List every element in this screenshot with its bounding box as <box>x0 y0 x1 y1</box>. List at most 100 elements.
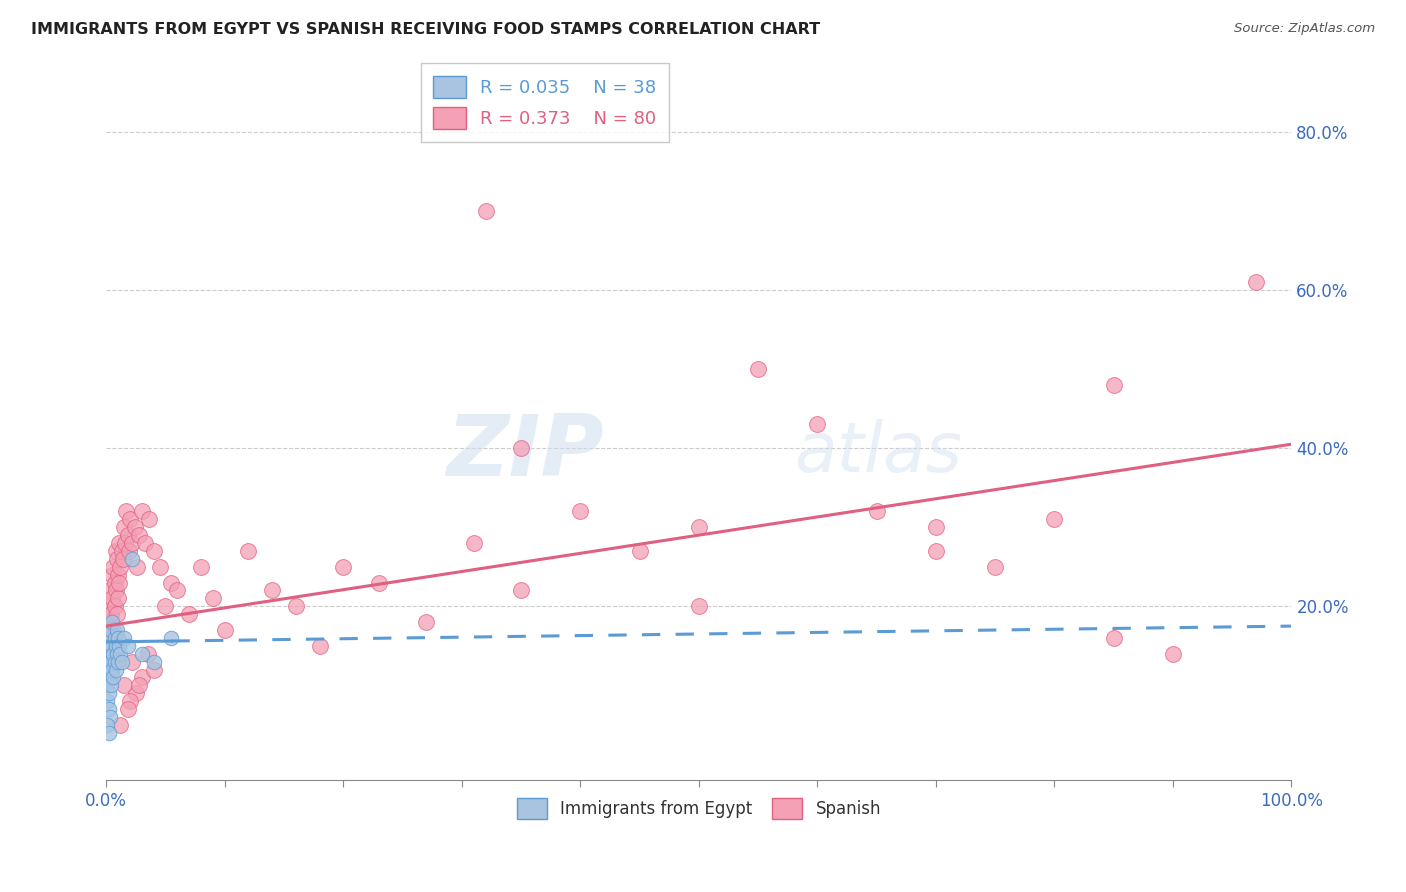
Point <box>142 544 165 558</box>
Text: IMMIGRANTS FROM EGYPT VS SPANISH RECEIVING FOOD STAMPS CORRELATION CHART: IMMIGRANTS FROM EGYPT VS SPANISH RECEIVI… <box>31 22 820 37</box>
Point <box>96 718 118 732</box>
Point <box>1102 631 1125 645</box>
Point <box>121 655 143 669</box>
Point <box>925 544 948 558</box>
Point <box>97 702 120 716</box>
Point <box>115 504 138 518</box>
Point <box>131 504 153 518</box>
Point <box>1161 647 1184 661</box>
Point <box>107 591 129 606</box>
Point <box>131 671 153 685</box>
Point <box>415 615 437 629</box>
Point <box>510 441 533 455</box>
Point <box>142 655 165 669</box>
Point <box>101 567 124 582</box>
Point <box>118 544 141 558</box>
Point <box>569 504 592 518</box>
Point <box>97 726 120 740</box>
Point <box>98 710 121 724</box>
Point <box>101 615 124 629</box>
Point <box>117 639 139 653</box>
Point <box>1102 377 1125 392</box>
Point <box>103 647 125 661</box>
Point <box>97 639 120 653</box>
Point <box>97 686 120 700</box>
Point <box>125 686 148 700</box>
Text: Source: ZipAtlas.com: Source: ZipAtlas.com <box>1234 22 1375 36</box>
Point <box>114 536 136 550</box>
Point <box>107 631 129 645</box>
Point <box>98 615 121 629</box>
Point <box>108 575 131 590</box>
Point <box>747 362 769 376</box>
Point <box>367 575 389 590</box>
Point <box>190 559 212 574</box>
Point <box>98 671 121 685</box>
Point <box>96 694 118 708</box>
Point <box>100 678 122 692</box>
Point <box>148 559 170 574</box>
Point <box>103 623 125 637</box>
Point <box>103 671 125 685</box>
Point <box>100 607 122 622</box>
Point <box>166 583 188 598</box>
Point <box>688 520 710 534</box>
Point <box>111 544 134 558</box>
Point <box>136 647 159 661</box>
Point <box>806 417 828 432</box>
Point <box>125 559 148 574</box>
Point <box>134 536 156 550</box>
Point <box>105 623 128 637</box>
Point <box>118 694 141 708</box>
Point <box>284 599 307 614</box>
Point <box>238 544 260 558</box>
Point <box>97 639 120 653</box>
Point <box>101 639 124 653</box>
Point <box>1043 512 1066 526</box>
Point <box>201 591 224 606</box>
Point <box>103 559 125 574</box>
Point <box>128 678 150 692</box>
Point <box>104 663 127 677</box>
Point <box>110 559 132 574</box>
Point <box>463 536 485 550</box>
Point <box>179 607 201 622</box>
Point <box>104 583 127 598</box>
Point <box>118 512 141 526</box>
Point <box>112 520 135 534</box>
Point <box>155 599 177 614</box>
Point <box>108 536 131 550</box>
Point <box>117 528 139 542</box>
Point <box>138 512 160 526</box>
Point <box>112 678 135 692</box>
Point <box>100 631 122 645</box>
Point <box>262 583 284 598</box>
Point <box>103 655 125 669</box>
Point <box>121 552 143 566</box>
Point <box>100 655 122 669</box>
Point <box>142 663 165 677</box>
Point <box>925 520 948 534</box>
Point <box>98 647 121 661</box>
Point <box>104 639 127 653</box>
Text: atlas: atlas <box>793 419 962 486</box>
Point <box>160 631 183 645</box>
Point <box>100 623 122 637</box>
Point <box>103 575 125 590</box>
Legend: Immigrants from Egypt, Spanish: Immigrants from Egypt, Spanish <box>510 792 887 825</box>
Point <box>107 655 129 669</box>
Point <box>688 599 710 614</box>
Point <box>96 655 118 669</box>
Point <box>984 559 1007 574</box>
Point <box>101 663 124 677</box>
Point <box>160 575 183 590</box>
Point <box>96 678 118 692</box>
Point <box>332 559 354 574</box>
Point <box>98 583 121 598</box>
Point <box>101 591 124 606</box>
Point <box>105 647 128 661</box>
Point <box>628 544 651 558</box>
Point <box>117 702 139 716</box>
Point <box>110 647 132 661</box>
Point <box>97 663 120 677</box>
